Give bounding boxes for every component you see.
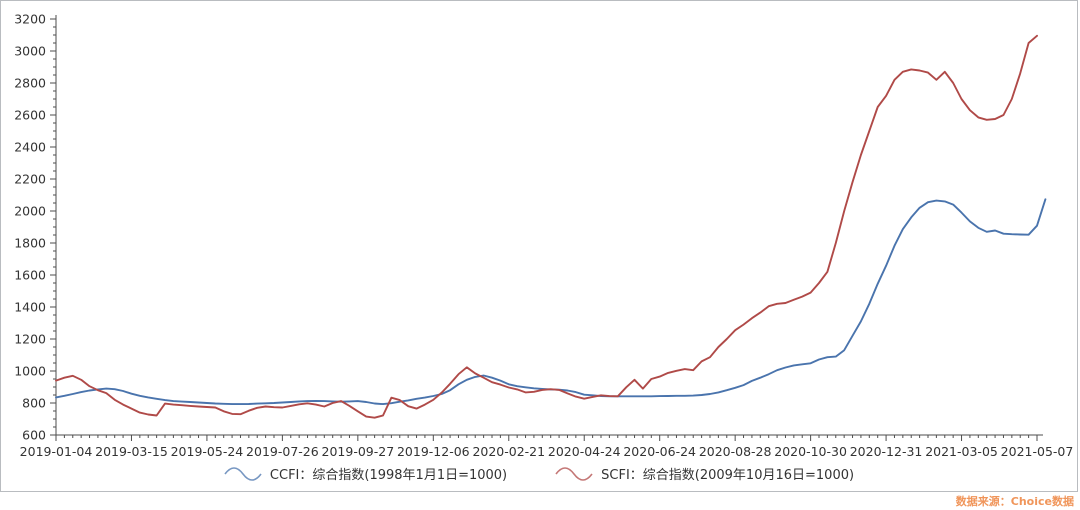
x-tick-label: 2019-07-26 (246, 444, 319, 459)
y-tick-label: 1400 (14, 299, 46, 314)
y-tick-label: 3000 (14, 43, 46, 58)
y-tick-label: 1200 (14, 331, 46, 346)
scfi-line (55, 34, 1038, 419)
y-tick-label: 800 (22, 395, 46, 410)
ccfi-line (55, 198, 1047, 406)
y-tick-label: 1800 (14, 235, 46, 250)
y-tick-label: 2400 (14, 139, 46, 154)
x-tick-label: 2019-01-04 (20, 444, 93, 459)
y-tick-label: 1000 (14, 363, 46, 378)
x-axis-ticks: 2019-01-04 2019-03-15 2019-05-24 2019-07-26… (20, 435, 1074, 459)
data-source-label: 数据来源：Choice数据 (955, 495, 1074, 508)
x-tick-label: 2020-06-24 (623, 444, 696, 459)
x-tick-label: 2019-12-06 (397, 444, 470, 459)
y-axis-ticks: 600 800 1000 1200 1400 1600 1800 2000 2200 2400 26… (14, 11, 56, 442)
x-tick-label: 2021-03-05 (925, 444, 998, 459)
axes (55, 15, 1043, 436)
x-tick-label: 2019-05-24 (171, 444, 244, 459)
y-tick-label: 2600 (14, 107, 46, 122)
x-tick-label: 2020-10-30 (774, 444, 847, 459)
chart-frame: 600 800 1000 1200 1400 1600 1800 2000 2200 2400 26… (0, 0, 1078, 492)
dual-line-chart: 600 800 1000 1200 1400 1600 1800 2000 2200 2400 26… (14, 11, 1074, 459)
x-tick-label: 2020-12-31 (850, 444, 923, 459)
y-tick-label: 2200 (14, 171, 46, 186)
x-tick-label: 2020-04-24 (548, 444, 621, 459)
x-tick-label: 2021-05-07 (1001, 444, 1074, 459)
y-tick-label: 3200 (14, 11, 46, 26)
y-tick-label: 2800 (14, 75, 46, 90)
x-tick-label: 2020-08-28 (699, 444, 772, 459)
x-tick-label: 2019-09-27 (322, 444, 395, 459)
y-tick-label: 1600 (14, 267, 46, 282)
y-tick-label: 600 (22, 427, 46, 442)
y-tick-label: 2000 (14, 203, 46, 218)
x-tick-label: 2020-02-21 (472, 444, 545, 459)
x-tick-label: 2019-03-15 (95, 444, 168, 459)
